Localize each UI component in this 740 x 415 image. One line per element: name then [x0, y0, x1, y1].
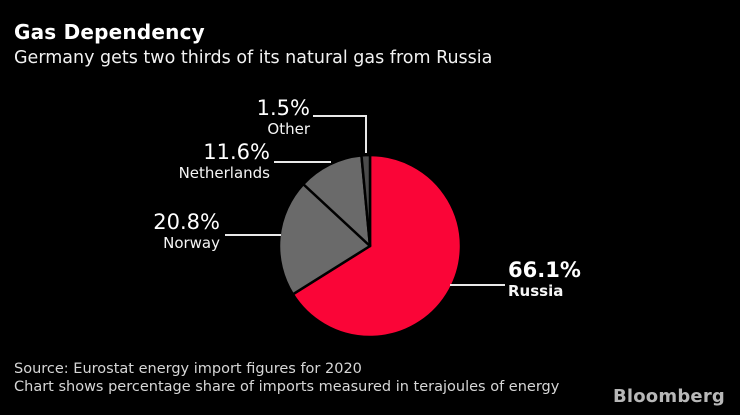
slice-label-norway: 20.8% Norway — [153, 210, 220, 253]
pie-slice-netherlands — [302, 154, 372, 248]
pie-slices — [277, 153, 463, 339]
pie-slice-norway — [277, 182, 372, 296]
slice-value-norway: 20.8% — [153, 210, 220, 234]
chart-title: Gas Dependency — [14, 20, 205, 44]
slice-label-netherlands: 11.6% Netherlands — [179, 140, 270, 183]
slice-name-russia: Russia — [508, 282, 564, 300]
pie-slice-other — [360, 153, 372, 248]
slice-value-russia: 66.1% — [508, 258, 581, 282]
slice-label-russia: 66.1% Russia — [508, 258, 581, 301]
slice-name-other: Other — [267, 120, 310, 138]
methodology-note: Chart shows percentage share of imports … — [14, 379, 560, 395]
slice-name-netherlands: Netherlands — [178, 164, 270, 182]
slice-value-netherlands: 11.6% — [203, 140, 270, 164]
leader-line-other — [313, 115, 367, 153]
slice-value-other: 1.5% — [256, 96, 310, 120]
slice-label-other: 1.5% Other — [257, 96, 310, 139]
bloomberg-logo: Bloomberg — [612, 386, 725, 407]
chart-subtitle: Germany gets two thirds of its natural g… — [14, 48, 493, 68]
slice-name-norway: Norway — [163, 234, 220, 252]
pie-slice-russia — [291, 153, 463, 339]
source-note: Source: Eurostat energy import figures f… — [14, 361, 362, 377]
